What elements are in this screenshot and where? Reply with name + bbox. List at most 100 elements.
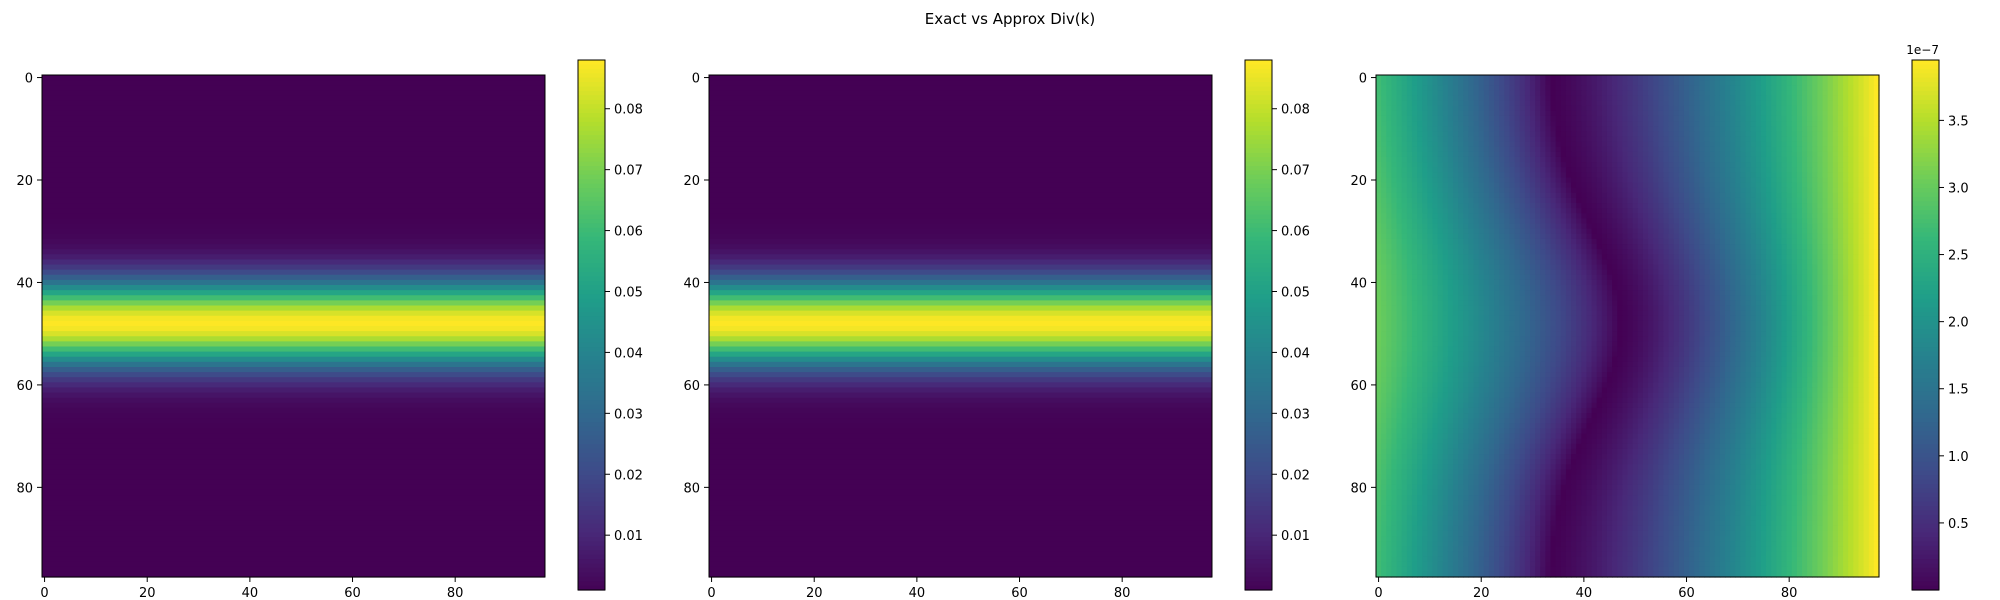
heatmap-cell bbox=[1458, 238, 1464, 245]
heatmap-cell bbox=[1832, 131, 1839, 138]
heatmap-cell bbox=[1786, 121, 1793, 127]
heatmap-cell bbox=[1673, 110, 1680, 117]
heatmap-cell bbox=[1442, 141, 1449, 148]
heatmap-cell bbox=[1452, 223, 1459, 230]
heatmap-cell bbox=[1540, 141, 1546, 148]
heatmap-cell bbox=[1735, 80, 1742, 86]
heatmap-cell bbox=[1483, 233, 1490, 240]
heatmap-cell bbox=[1802, 85, 1808, 91]
heatmap-cell bbox=[1524, 244, 1531, 250]
heatmap-cell bbox=[1843, 110, 1849, 117]
heatmap-row bbox=[709, 495, 1212, 501]
heatmap-cell bbox=[1576, 203, 1582, 209]
heatmap-cell bbox=[1452, 90, 1459, 97]
heatmap-cell bbox=[1725, 105, 1731, 112]
colorbar-segment bbox=[1245, 378, 1272, 384]
heatmap-cell bbox=[1663, 85, 1670, 91]
heatmap-cell bbox=[1529, 264, 1536, 271]
heatmap-cell bbox=[1694, 295, 1700, 301]
heatmap-cell bbox=[1401, 100, 1408, 107]
heatmap-cell bbox=[1386, 146, 1392, 153]
heatmap-cell bbox=[1668, 254, 1675, 261]
heatmap-cell bbox=[1524, 136, 1531, 143]
heatmap-cell bbox=[1632, 249, 1639, 255]
heatmap-cell bbox=[1822, 295, 1829, 301]
heatmap-cell bbox=[1627, 95, 1634, 102]
heatmap-cell bbox=[1514, 244, 1521, 250]
heatmap-cell bbox=[1437, 305, 1444, 312]
heatmap-cell bbox=[1606, 254, 1613, 261]
heatmap-cell bbox=[1658, 295, 1665, 301]
heatmap-cell bbox=[1704, 238, 1711, 245]
heatmap-cell bbox=[1601, 290, 1608, 296]
heatmap-cell bbox=[1776, 90, 1783, 97]
heatmap-cell bbox=[1386, 290, 1392, 296]
heatmap-cell bbox=[1873, 85, 1880, 91]
heatmap-cell bbox=[1560, 115, 1567, 122]
heatmap-cell bbox=[1601, 238, 1608, 245]
heatmap-cell bbox=[1694, 254, 1700, 261]
colorbar-segment bbox=[1245, 104, 1272, 110]
heatmap-cell bbox=[1781, 213, 1788, 220]
heatmap-cell bbox=[1391, 274, 1398, 281]
heatmap-cell bbox=[1494, 300, 1500, 307]
heatmap-cell bbox=[1632, 80, 1639, 86]
heatmap-cell bbox=[1386, 131, 1392, 138]
heatmap-cell bbox=[1483, 208, 1490, 214]
heatmap-cell bbox=[1863, 167, 1870, 173]
heatmap-cell bbox=[1391, 146, 1398, 153]
heatmap-cell bbox=[1683, 177, 1690, 184]
heatmap-cell bbox=[1812, 151, 1819, 158]
heatmap-cell bbox=[1627, 208, 1634, 214]
heatmap-cell bbox=[1376, 285, 1382, 291]
heatmap-cell bbox=[1591, 95, 1598, 102]
y-tick-label: 60 bbox=[16, 379, 33, 394]
heatmap-cell bbox=[1576, 249, 1582, 255]
heatmap-cell bbox=[1406, 90, 1413, 97]
heatmap-cell bbox=[1817, 218, 1824, 225]
heatmap-cell bbox=[1827, 115, 1834, 122]
heatmap-cell bbox=[1386, 208, 1392, 214]
heatmap-cell bbox=[1725, 136, 1731, 143]
heatmap-row bbox=[709, 474, 1212, 481]
heatmap-cell bbox=[1704, 75, 1711, 81]
heatmap-cell bbox=[1648, 203, 1654, 209]
heatmap-cell bbox=[1586, 100, 1593, 107]
heatmap-cell bbox=[1596, 126, 1603, 132]
heatmap-cell bbox=[1494, 146, 1500, 153]
colorbar-segment bbox=[578, 157, 605, 163]
heatmap-cell bbox=[1683, 300, 1690, 307]
heatmap-cell bbox=[1719, 85, 1726, 91]
heatmap-cell bbox=[1596, 85, 1603, 91]
heatmap-cell bbox=[1750, 172, 1757, 179]
heatmap-cell bbox=[1606, 269, 1613, 276]
heatmap-row bbox=[42, 136, 545, 143]
heatmap-cell bbox=[1509, 264, 1516, 271]
heatmap-cell bbox=[1812, 141, 1819, 148]
heatmap-cell bbox=[1694, 203, 1700, 209]
heatmap-cell bbox=[1442, 100, 1449, 107]
heatmap-cell bbox=[1581, 259, 1588, 266]
heatmap-cell bbox=[1807, 269, 1813, 276]
heatmap-cell bbox=[1673, 105, 1680, 112]
heatmap-cell bbox=[1704, 295, 1711, 301]
heatmap-cell bbox=[1745, 172, 1752, 179]
heatmap-cell bbox=[1791, 141, 1798, 148]
colorbar-segment bbox=[1245, 311, 1272, 317]
heatmap-cell bbox=[1499, 305, 1505, 312]
colorbar-segment bbox=[578, 461, 605, 467]
heatmap-cell bbox=[1509, 305, 1516, 312]
heatmap-cell bbox=[1560, 213, 1567, 220]
heatmap-cell bbox=[1529, 126, 1536, 132]
heatmap-cell bbox=[1535, 233, 1541, 240]
heatmap-cell bbox=[1417, 254, 1423, 261]
heatmap-cell bbox=[1514, 151, 1521, 158]
heatmap-cell bbox=[1848, 238, 1854, 245]
heatmap-cell bbox=[1637, 218, 1644, 225]
heatmap-cell bbox=[1586, 95, 1593, 102]
heatmap-cell bbox=[1812, 182, 1819, 189]
heatmap-cell bbox=[1807, 121, 1813, 127]
heatmap-cell bbox=[1719, 305, 1726, 312]
y-tick-label: 0 bbox=[692, 72, 700, 87]
heatmap-cell bbox=[1658, 115, 1665, 122]
